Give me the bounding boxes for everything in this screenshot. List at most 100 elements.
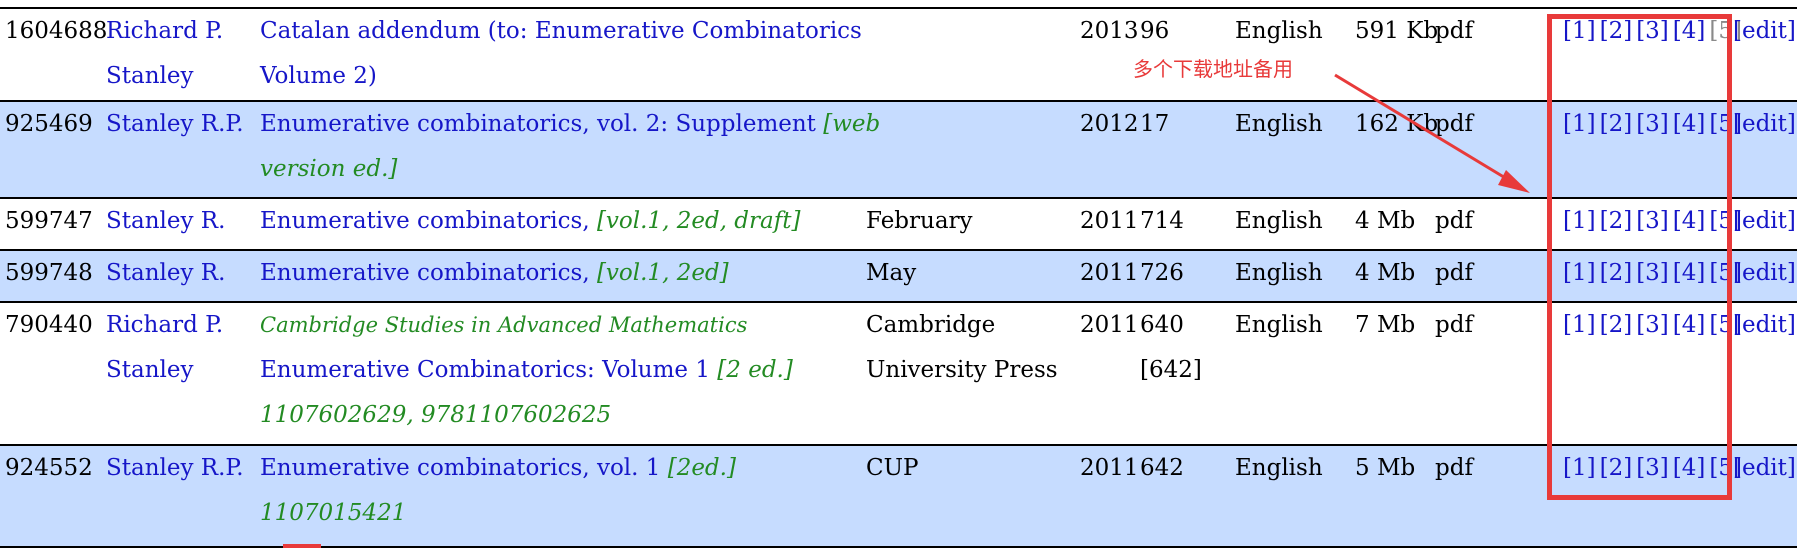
mirror-link-3[interactable]: [3] <box>1636 208 1669 234</box>
title-cell: Cambridge Studies in Advanced Mathematic… <box>260 303 793 438</box>
mirror-link-4[interactable]: [4] <box>1672 18 1706 44</box>
book-title-link[interactable]: Enumerative Combinatorics: Volume 1 <box>260 357 718 383</box>
book-title-link[interactable]: Volume 2) <box>260 63 377 89</box>
author-link[interactable]: Stanley R. <box>106 199 225 244</box>
pages-line: 642 <box>1140 455 1184 481</box>
mirror-link-5[interactable]: [5] <box>1709 455 1742 481</box>
mirror-link-1[interactable]: [1] <box>1563 18 1596 44</box>
title-line: 1107602629, 9781107602625 <box>260 393 793 438</box>
title-line: Enumerative combinatorics, [vol.1, 2ed, … <box>260 199 800 244</box>
mirror-link-1[interactable]: [1] <box>1563 111 1596 137</box>
mirror-links: [1] [2] [3] [4] [5] <box>1563 102 1746 147</box>
mirror-link-2[interactable]: [2] <box>1599 312 1633 338</box>
mirror-link-3[interactable]: [3] <box>1636 111 1669 137</box>
publisher-line: May <box>866 260 917 286</box>
mirror-link-4[interactable]: [4] <box>1672 208 1706 234</box>
title-line: Enumerative combinatorics, vol. 1 [2ed.] <box>260 446 736 491</box>
book-title-link[interactable]: Enumerative combinatorics, <box>260 208 597 234</box>
author-link[interactable]: Stanley R.P. <box>106 446 244 491</box>
file-extension: pdf <box>1435 208 1473 234</box>
mirror-link-5[interactable]: [5] <box>1709 208 1742 234</box>
author-line: Stanley <box>106 357 194 383</box>
book-title-link[interactable]: Enumerative combinatorics, vol. 2: Suppl… <box>260 111 824 137</box>
mirror-link-1[interactable]: [1] <box>1563 208 1596 234</box>
table-row: 925469 Stanley R.P. Enumerative combinator… <box>0 102 1797 199</box>
edit-link[interactable]: [edit] <box>1733 312 1796 338</box>
pages: 640 [642] <box>1140 303 1202 393</box>
mirror-link-4[interactable]: [4] <box>1672 260 1706 286</box>
book-note: Cambridge Studies in Advanced Mathematic… <box>260 313 748 337</box>
edit-link[interactable]: [edit] <box>1733 111 1796 137</box>
mirror-link-2[interactable]: [2] <box>1599 208 1633 234</box>
mirror-link-4[interactable]: [4] <box>1672 455 1706 481</box>
mirror-link-3[interactable]: [3] <box>1636 312 1669 338</box>
mirror-link-5[interactable]: [5] <box>1709 18 1742 44</box>
row-id: 599747 <box>5 208 93 234</box>
book-note: [vol.1, 2ed, draft] <box>596 208 801 234</box>
book-note: 1107602629, 9781107602625 <box>260 402 612 428</box>
book-title-link[interactable]: Enumerative combinatorics, vol. 1 <box>260 455 668 481</box>
edit-link[interactable]: [edit] <box>1733 18 1796 44</box>
title-line: version ed.] <box>260 147 880 192</box>
file-size: 4 Mb <box>1355 260 1416 286</box>
language: English <box>1235 111 1323 137</box>
mirror-links: [1] [2] [3] [4] [5] <box>1563 251 1746 296</box>
table-row: 1604688 Richard P. Stanley Catalan addendum… <box>0 9 1797 102</box>
book-note: [vol.1, 2ed] <box>596 260 729 286</box>
mirror-link-4[interactable]: [4] <box>1672 111 1706 137</box>
title-line: 1107015421 <box>260 491 736 536</box>
row-id: 599748 <box>5 260 93 286</box>
table-row: 599747 Stanley R. Enumerative combinatoric… <box>0 199 1797 251</box>
pages-line: 714 <box>1140 208 1184 234</box>
mirror-link-1[interactable]: [1] <box>1563 312 1596 338</box>
mirror-link-2[interactable]: [2] <box>1599 455 1633 481</box>
author-line: Stanley R. <box>106 208 226 234</box>
file-extension: pdf <box>1435 18 1473 44</box>
pages-line: 17 <box>1140 111 1170 137</box>
file-extension: pdf <box>1435 455 1473 481</box>
edit-link[interactable]: [edit] <box>1733 455 1796 481</box>
pages: 642 <box>1140 446 1184 491</box>
mirror-link-2[interactable]: [2] <box>1599 111 1633 137</box>
book-title-link[interactable]: Catalan addendum (to: Enumerative Combin… <box>260 18 862 44</box>
annotation-label: 多个下载地址备用 <box>1133 57 1293 81</box>
mirror-link-1[interactable]: [1] <box>1563 260 1596 286</box>
author-link[interactable]: Richard P. Stanley <box>106 303 223 393</box>
mirror-link-5[interactable]: [5] <box>1709 312 1742 338</box>
mirror-link-3[interactable]: [3] <box>1636 260 1669 286</box>
mirror-link-5[interactable]: [5] <box>1709 111 1742 137</box>
author-line: Stanley R.P. <box>106 455 244 481</box>
author-link[interactable]: Stanley R.P. <box>106 102 244 147</box>
author-link[interactable]: Stanley R. <box>106 251 225 296</box>
mirror-link-3[interactable]: [3] <box>1636 455 1669 481</box>
file-size: 4 Mb <box>1355 208 1416 234</box>
book-note: [2ed.] <box>667 455 736 481</box>
row-id: 924552 <box>5 455 93 481</box>
mirror-link-4[interactable]: [4] <box>1672 312 1706 338</box>
file-extension: pdf <box>1435 111 1473 137</box>
book-title-link[interactable]: Enumerative combinatorics, <box>260 260 597 286</box>
author-link[interactable]: Richard P. Stanley <box>106 9 223 99</box>
year: 2011 <box>1080 312 1139 338</box>
mirror-link-2[interactable]: [2] <box>1599 260 1633 286</box>
mirror-link-2[interactable]: [2] <box>1599 18 1633 44</box>
pages-line: 726 <box>1140 260 1184 286</box>
mirror-link-5[interactable]: [5] <box>1709 260 1742 286</box>
table-top-border <box>0 7 1797 9</box>
year: 2012 <box>1080 111 1139 137</box>
language: English <box>1235 260 1323 286</box>
mirror-link-3[interactable]: [3] <box>1636 18 1669 44</box>
edit-link[interactable]: [edit] <box>1733 260 1796 286</box>
language: English <box>1235 18 1323 44</box>
publisher-line: February <box>866 208 973 234</box>
row-id: 925469 <box>5 111 93 137</box>
mirror-link-1[interactable]: [1] <box>1563 455 1596 481</box>
file-size: 7 Mb <box>1355 312 1416 338</box>
book-note: [web <box>823 111 881 137</box>
edit-link[interactable]: [edit] <box>1733 208 1796 234</box>
author-line: Stanley R.P. <box>106 111 244 137</box>
row-id: 790440 <box>5 312 93 338</box>
file-size: 5 Mb <box>1355 455 1416 481</box>
mirror-links: [1] [2] [3] [4] [5] <box>1563 446 1746 491</box>
publisher: February <box>866 199 973 244</box>
